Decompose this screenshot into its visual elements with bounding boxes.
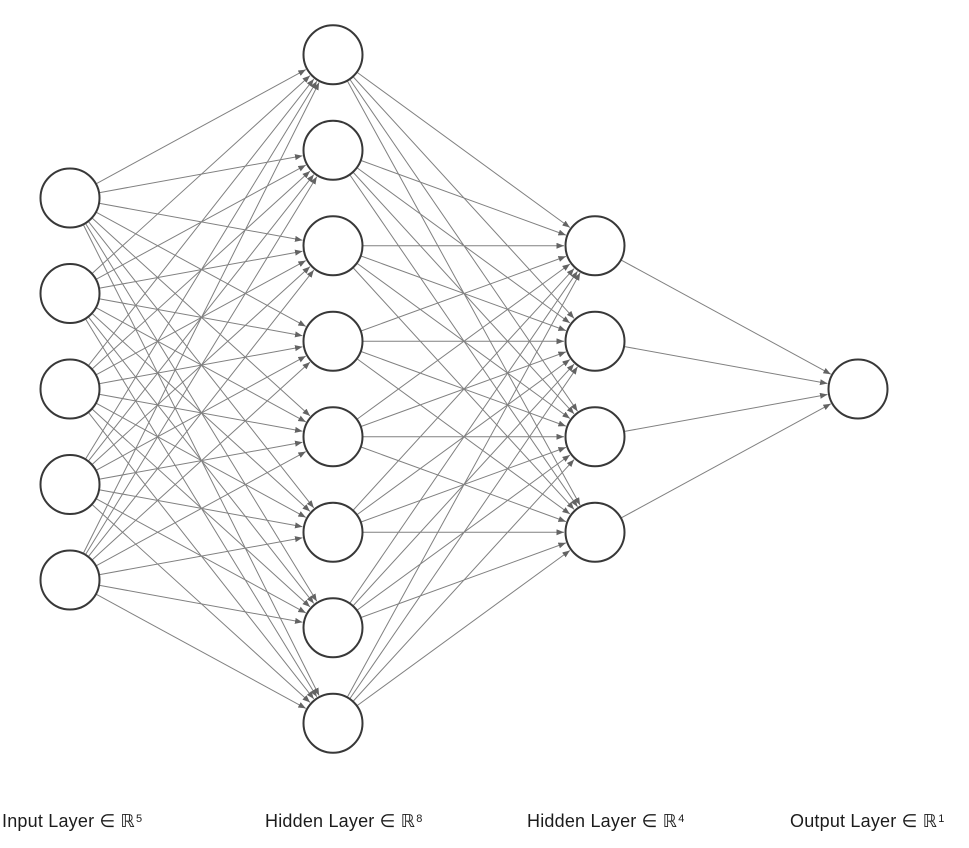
edge (356, 71, 571, 228)
layer-label-input-sup: 5 (136, 812, 143, 825)
edge (91, 75, 311, 275)
edge (87, 78, 315, 367)
edge (84, 176, 318, 556)
edges-group (82, 69, 832, 709)
layer-label-hidden2: Hidden Layer ∈ ℝ4 (527, 811, 685, 832)
edge (91, 361, 311, 561)
edge (349, 366, 578, 700)
edge (356, 263, 571, 420)
hidden2-node (564, 406, 626, 468)
hidden1-node (302, 406, 364, 468)
hidden1-node (302, 24, 364, 86)
hidden1-node (302, 215, 364, 277)
edge (352, 268, 575, 511)
nodes-group (39, 24, 889, 754)
output-node (827, 358, 889, 420)
edge (84, 80, 318, 460)
edge (346, 272, 581, 698)
edge (98, 584, 303, 624)
layer-label-hidden1-text: Hidden Layer ∈ ℝ (265, 811, 416, 831)
hidden2-node (564, 215, 626, 277)
edge (360, 255, 567, 332)
input-node (39, 167, 101, 229)
edge (620, 259, 832, 375)
edge (95, 451, 307, 567)
edge (623, 346, 828, 386)
input-node (39, 549, 101, 611)
layer-label-output-sup: 1 (938, 812, 945, 825)
edge (82, 82, 320, 554)
input-node (39, 454, 101, 515)
edge (95, 69, 307, 185)
hidden1-node (302, 597, 364, 659)
hidden1-node (302, 310, 364, 372)
network-svg (39, 24, 889, 754)
layer-label-hidden1-sup: 8 (416, 812, 423, 825)
edge (95, 593, 307, 709)
layer-label-hidden2-text: Hidden Layer ∈ ℝ (527, 811, 678, 831)
edge (620, 403, 832, 519)
hidden2-node (564, 310, 626, 372)
layer-label-input: Input Layer ∈ ℝ5 (2, 811, 142, 832)
edge (349, 271, 578, 604)
edge (360, 159, 567, 236)
layer-label-hidden1: Hidden Layer ∈ ℝ8 (265, 811, 423, 832)
hidden2-node (564, 501, 626, 563)
layer-label-output: Output Layer ∈ ℝ1 (790, 811, 945, 832)
layer-label-hidden2-sup: 4 (678, 812, 685, 825)
edge (623, 392, 828, 432)
edge (87, 269, 315, 558)
hidden1-node (302, 501, 364, 563)
input-node (39, 263, 101, 324)
hidden1-node (302, 119, 364, 181)
edge (356, 550, 571, 707)
hidden1-node (302, 692, 364, 754)
edge (98, 536, 303, 576)
input-node (39, 358, 101, 420)
layer-label-input-text: Input Layer ∈ ℝ (2, 811, 135, 831)
layer-label-output-text: Output Layer ∈ ℝ (790, 811, 938, 831)
edge (352, 459, 575, 702)
